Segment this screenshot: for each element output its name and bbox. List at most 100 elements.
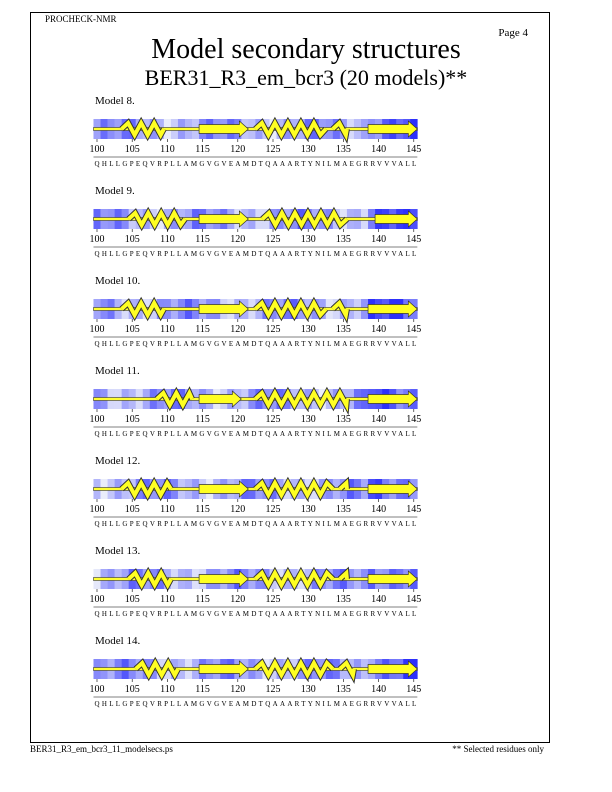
strand <box>198 300 249 318</box>
residue-number: 125 <box>266 144 281 155</box>
residue-number: 105 <box>125 684 140 695</box>
residue-number: 130 <box>301 414 316 425</box>
helix <box>120 478 173 500</box>
strand <box>367 480 418 498</box>
helix <box>338 478 349 491</box>
residue-number: 115 <box>195 324 210 335</box>
residue-number: 120 <box>230 144 245 155</box>
residue-number: 145 <box>406 414 421 425</box>
residue-number: 140 <box>371 144 386 155</box>
residue-number: 145 <box>406 684 421 695</box>
residue-number: 125 <box>266 504 281 515</box>
residue-number: 100 <box>90 144 105 155</box>
residue-number: 130 <box>301 324 316 335</box>
model-label: Model 12. <box>95 455 140 467</box>
residue-number: 115 <box>195 234 210 245</box>
model-label: Model 8. <box>95 95 135 107</box>
strand <box>198 480 249 498</box>
sequence: QHLLGPEQVRPLLAMGVGVEAMDTQAAARTYNILMAEGRR… <box>94 610 416 618</box>
residue-number: 145 <box>406 594 421 605</box>
title: Model secondary structures <box>151 34 460 65</box>
helix <box>127 568 173 590</box>
footer-note: ** Selected residues only <box>452 744 544 754</box>
helix <box>331 119 349 141</box>
residue-number: 125 <box>266 594 281 605</box>
residue-number: 125 <box>266 234 281 245</box>
residue-number: 110 <box>160 144 175 155</box>
helix <box>338 659 356 681</box>
residue-number: 115 <box>195 144 210 155</box>
model-panel: Model 8. 100 105 110 115 120 125 130 135 140 145 QH… <box>90 95 422 168</box>
helix <box>254 478 335 500</box>
helix <box>254 118 328 140</box>
helix <box>254 388 349 412</box>
subtitle: BER31_R3_em_bcr3 (20 models)** <box>145 65 468 90</box>
residue-number: 145 <box>406 234 421 245</box>
residue-number: 140 <box>371 684 386 695</box>
residue-number: 140 <box>371 234 386 245</box>
helix <box>127 208 187 230</box>
residue-number: 130 <box>301 594 316 605</box>
sequence: QHLLGPEQVRPLLAMGVGVEAMDTQAAARTYNILMAEGRR… <box>94 700 416 708</box>
model-panel: Model 14. 100 105 110 115 120 125 130 135 140 145 Q… <box>90 635 422 708</box>
residue-number: 110 <box>160 324 175 335</box>
residue-number: 100 <box>90 594 105 605</box>
helix <box>254 298 328 320</box>
footer-file: BER31_R3_em_bcr3_11_modelsecs.ps <box>30 744 173 754</box>
residue-number: 105 <box>125 414 140 425</box>
residue-number: 140 <box>371 594 386 605</box>
residue-number: 145 <box>406 504 421 515</box>
residue-number: 120 <box>230 414 245 425</box>
residue-number: 105 <box>125 144 140 155</box>
strand <box>198 570 249 588</box>
residue-number: 125 <box>266 324 281 335</box>
helix <box>120 298 166 320</box>
strand <box>374 210 418 228</box>
sequence: QHLLGPEQVRPLLAMGVGVEAMDTQAAARTYNILMAEGRR… <box>94 250 416 258</box>
residue-number: 125 <box>266 684 281 695</box>
strand <box>367 570 418 588</box>
residue-number: 135 <box>336 594 351 605</box>
residue-number: 135 <box>336 684 351 695</box>
model-panel: Model 9. 100 105 110 115 120 125 130 135 140 145 QH… <box>90 185 422 258</box>
page-number: Page 4 <box>498 27 528 39</box>
strand <box>198 210 249 228</box>
residue-number: 110 <box>160 414 175 425</box>
model-panel: Model 11. 100 105 110 115 120 125 130 135 140 145 Q… <box>90 365 422 438</box>
residue-number: 125 <box>266 414 281 425</box>
residue-number: 135 <box>336 414 351 425</box>
residue-number: 105 <box>125 234 140 245</box>
model-panel: Model 12. 100 105 110 115 120 125 130 135 140 145 Q… <box>90 455 422 528</box>
residue-number: 105 <box>125 594 140 605</box>
strand <box>198 390 242 408</box>
helix <box>155 388 194 410</box>
residue-number: 110 <box>160 594 175 605</box>
strand <box>198 660 249 678</box>
residue-number: 120 <box>230 594 245 605</box>
residue-number: 100 <box>90 684 105 695</box>
residue-number: 145 <box>406 144 421 155</box>
residue-number: 100 <box>90 234 105 245</box>
sequence: QHLLGPEQVRPLLAMGVGVEAMDTQAAARTYNILMAEGRR… <box>94 520 416 528</box>
model-label: Model 11. <box>95 365 140 377</box>
residue-number: 135 <box>336 234 351 245</box>
residue-number: 115 <box>195 504 210 515</box>
residue-number: 140 <box>371 504 386 515</box>
residue-number: 110 <box>160 234 175 245</box>
strand <box>367 390 418 408</box>
helix <box>120 118 166 140</box>
helix <box>254 658 335 680</box>
residue-number: 105 <box>125 504 140 515</box>
residue-number: 115 <box>195 684 210 695</box>
residue-number: 135 <box>336 144 351 155</box>
strand <box>367 300 418 318</box>
sequence: QHLLGPEQVRPLLAMGVGVEAMDTQAAARTYNILMAEGRR… <box>94 430 416 438</box>
program-name: PROCHECK-NMR <box>45 14 117 24</box>
sequence: QHLLGPEQVRPLLAMGVGVEAMDTQAAARTYNILMAEGRR… <box>94 160 416 168</box>
residue-number: 130 <box>301 504 316 515</box>
residue-number: 130 <box>301 684 316 695</box>
strand <box>367 660 418 678</box>
helix <box>338 568 349 581</box>
residue-number: 110 <box>160 684 175 695</box>
